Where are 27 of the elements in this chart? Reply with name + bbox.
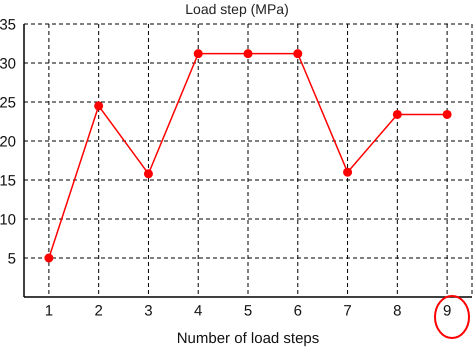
x-tick-label: 4 (194, 302, 202, 320)
y-tick-label: 10 (0, 211, 16, 228)
x-tick-label: 5 (244, 302, 252, 320)
y-tick-label: 15 (0, 172, 16, 190)
x-tick-label: 3 (144, 302, 153, 320)
y-tick-label: 20 (0, 133, 16, 150)
x-tick-label: 2 (94, 302, 103, 320)
point (94, 101, 104, 110)
y-tick-label: 25 (0, 94, 16, 112)
x-tick-label: 8 (393, 302, 402, 320)
y-tick-label: 5 (8, 250, 16, 268)
x-tick-label: 7 (343, 302, 352, 320)
y-tick-label: 35 (0, 16, 16, 34)
point (194, 49, 203, 58)
point (392, 110, 402, 119)
x-tick-label: 6 (294, 302, 302, 320)
x-tick-label: 9 (442, 302, 452, 320)
x-axis-title: Number of load steps (176, 330, 320, 347)
point (244, 49, 252, 58)
x-tick-label: 1 (44, 302, 54, 320)
y-tick-label: 30 (0, 55, 16, 72)
chart-title: Load step (MPa) (184, 0, 290, 18)
point (343, 168, 352, 177)
point (293, 49, 302, 58)
point (144, 169, 153, 178)
point (44, 254, 54, 262)
point (442, 110, 452, 119)
